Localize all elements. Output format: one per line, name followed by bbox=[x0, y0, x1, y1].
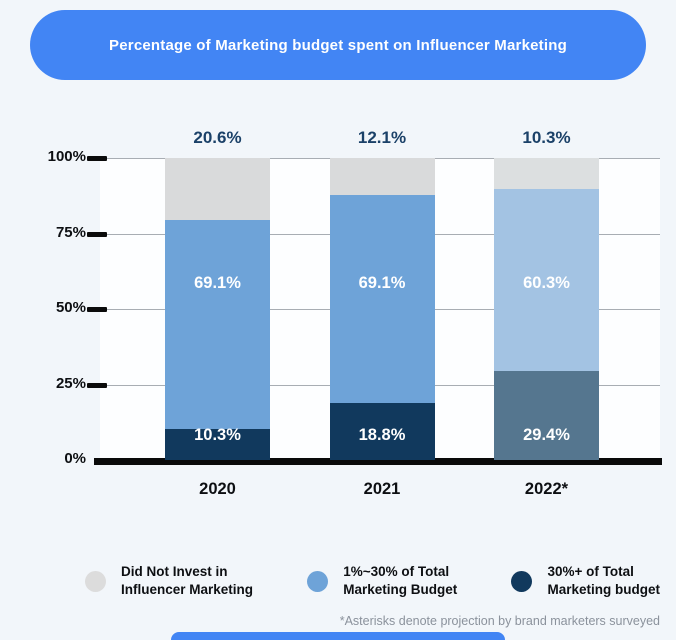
plot-area: 0% 25% 50% 75% 100% 10.3% 69.1% 20.6% 2020 18.8% 6… bbox=[48, 128, 662, 498]
y-axis-tick bbox=[87, 156, 107, 161]
legend-item-did-not-invest: Did Not Invest in Influencer Marketing bbox=[85, 563, 253, 599]
bar-top-value-label: 20.6% bbox=[193, 128, 242, 147]
page-title: Percentage of Marketing budget spent on … bbox=[109, 36, 567, 54]
legend-label-line1: Did Not Invest in bbox=[121, 563, 228, 579]
x-axis-category-label: 2020 bbox=[199, 480, 236, 498]
bar-segment bbox=[165, 428, 270, 460]
legend-label-line2: Marketing Budget bbox=[343, 582, 458, 597]
legend-label: 30%+ of Total Marketing budget bbox=[547, 563, 660, 599]
bar-segment bbox=[329, 194, 435, 404]
footnote: *Asterisks denote projection by brand ma… bbox=[339, 614, 660, 628]
bar-top-value-label: 10.3% bbox=[522, 128, 571, 147]
bar-segment-value-label: 10.3% bbox=[194, 426, 241, 444]
legend-label: Did Not Invest in Influencer Marketing bbox=[121, 563, 253, 599]
x-axis-category-label: 2022* bbox=[524, 480, 569, 498]
title-banner: Percentage of Marketing budget spent on … bbox=[30, 10, 646, 80]
legend-label-line1: 1%~30% of Total bbox=[343, 563, 450, 579]
bar-segment-value-label: 69.1% bbox=[358, 274, 406, 292]
legend-label-line1: 30%+ of Total bbox=[547, 563, 634, 579]
bar-segment bbox=[329, 158, 435, 195]
legend-item-30-percent-plus: 30%+ of Total Marketing budget bbox=[511, 563, 660, 599]
bar-top-value-label: 12.1% bbox=[357, 128, 407, 147]
bar-segment bbox=[165, 158, 270, 221]
navy-circle-swatch-icon bbox=[511, 570, 533, 592]
y-axis-tick bbox=[87, 307, 107, 312]
blue-circle-swatch-icon bbox=[307, 570, 329, 592]
x-axis-line bbox=[94, 458, 662, 465]
legend: Did Not Invest in Influencer Marketing 1… bbox=[85, 556, 660, 606]
bar-segment bbox=[494, 371, 599, 460]
y-axis-label: 50% bbox=[55, 299, 86, 316]
stacked-bar-2020 bbox=[165, 158, 270, 460]
stacked-bar-2022 bbox=[494, 158, 599, 460]
bar-segment-value-label: 60.3% bbox=[523, 274, 570, 292]
bar-segment bbox=[165, 220, 270, 429]
legend-label: 1%~30% of Total Marketing Budget bbox=[343, 563, 457, 599]
legend-label-line2: Influencer Marketing bbox=[121, 582, 254, 597]
y-axis-tick bbox=[87, 231, 107, 237]
bar-segment bbox=[494, 158, 599, 190]
y-axis-tick bbox=[87, 382, 107, 388]
gray-circle-swatch-icon bbox=[85, 570, 106, 592]
y-axis-label: 0% bbox=[64, 450, 86, 467]
y-axis-label: 25% bbox=[55, 374, 86, 392]
bar-segment bbox=[494, 189, 599, 372]
bar-segment-value-label: 18.8% bbox=[358, 426, 406, 444]
bar-segment-value-label: 29.4% bbox=[523, 426, 570, 444]
x-axis-category-label: 2021 bbox=[363, 480, 401, 498]
legend-label-line2: Marketing budget bbox=[547, 582, 660, 597]
bar-segment-value-label: 69.1% bbox=[194, 274, 241, 292]
bar-segment bbox=[329, 403, 435, 460]
y-axis-label: 100% bbox=[47, 148, 86, 165]
y-axis-label: 75% bbox=[55, 223, 86, 241]
bottom-accent-bar bbox=[171, 632, 505, 640]
stacked-bar-2021 bbox=[329, 158, 435, 460]
legend-item-1-30-percent: 1%~30% of Total Marketing Budget bbox=[307, 563, 457, 599]
